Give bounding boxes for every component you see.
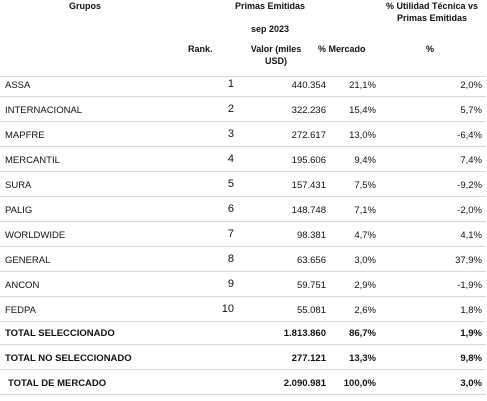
group-name: INTERNACIONAL — [5, 105, 83, 116]
row-separator — [0, 121, 486, 122]
market-share: 13,0% — [349, 130, 376, 141]
technical-margin: 37,9% — [455, 255, 482, 266]
rank: 4 — [227, 153, 234, 165]
premium-value: 59.751 — [296, 280, 326, 291]
group-name: PALIG — [5, 205, 33, 216]
group-name: GENERAL — [5, 255, 51, 266]
group-name: MERCANTIL — [5, 155, 60, 166]
premium-value: 2.090.981 — [283, 378, 326, 389]
market-share: 2,6% — [354, 305, 376, 316]
technical-margin: -2,0% — [457, 205, 482, 216]
premium-value: 98.381 — [296, 230, 326, 241]
premium-value: 157.431 — [291, 180, 326, 191]
row-separator — [0, 321, 486, 322]
premium-value: 63.656 — [296, 255, 326, 266]
premium-value: 322.236 — [291, 105, 326, 116]
group-name: TOTAL SELECCIONADO — [5, 328, 115, 339]
header-premiums: Primas Emitidas — [234, 1, 306, 11]
header-value: Valor (miles USD) — [250, 44, 302, 66]
technical-margin: 5,7% — [460, 105, 482, 116]
market-share: 100,0% — [343, 378, 376, 389]
row-separator — [0, 246, 486, 247]
technical-margin: 3,0% — [460, 378, 482, 389]
market-share: 2,9% — [354, 280, 376, 291]
market-share: 7,5% — [354, 180, 376, 191]
group-name: FEDPA — [5, 305, 36, 316]
rank: 2 — [227, 103, 234, 115]
row-separator — [0, 394, 486, 395]
market-share: 13,3% — [349, 353, 376, 364]
premium-value: 277.121 — [291, 353, 326, 364]
market-share: 7,1% — [354, 205, 376, 216]
header-utility-title: % Utilidad Técnica vs Primas Emitidas — [385, 1, 479, 23]
group-name: TOTAL DE MERCADO — [8, 378, 107, 389]
row-separator — [0, 271, 486, 272]
technical-margin: 1,8% — [460, 305, 482, 316]
technical-margin: -9,2% — [457, 180, 482, 191]
premium-value: 272.617 — [291, 130, 326, 141]
row-separator — [0, 296, 486, 297]
row-separator — [0, 221, 486, 222]
rank: 9 — [227, 278, 234, 290]
premium-value: 55.081 — [296, 305, 326, 316]
rank: 1 — [227, 78, 234, 90]
group-name: TOTAL NO SELECCIONADO — [5, 353, 132, 364]
technical-margin: -6,4% — [457, 130, 482, 141]
premium-value: 440.354 — [291, 80, 326, 91]
header-period: sep 2023 — [250, 24, 290, 34]
group-name: ASSA — [5, 80, 31, 91]
market-share: 21,1% — [349, 80, 376, 91]
rank: 8 — [227, 253, 234, 265]
rank: 10 — [221, 303, 234, 315]
rank: 7 — [227, 228, 234, 240]
group-name: ANCON — [5, 280, 40, 291]
row-separator — [0, 196, 486, 197]
row-separator — [0, 171, 486, 172]
group-name: WORLDWIDE — [5, 230, 66, 241]
market-share: 4,7% — [354, 230, 376, 241]
technical-margin: 4,1% — [460, 230, 482, 241]
header-groups: Grupos — [68, 1, 101, 11]
header-rank: Rank. — [188, 44, 213, 54]
group-name: MAPFRE — [5, 130, 45, 141]
header-separator — [0, 76, 486, 77]
header-share: % Mercado — [318, 44, 366, 54]
premium-value: 148.748 — [291, 205, 326, 216]
row-separator — [0, 344, 486, 345]
header-utility: % — [426, 44, 435, 54]
group-name: SURA — [5, 180, 32, 191]
technical-margin: 2,0% — [460, 80, 482, 91]
premium-value: 195.606 — [291, 155, 326, 166]
row-separator — [0, 146, 486, 147]
rank: 5 — [227, 178, 234, 190]
technical-margin: 9,8% — [460, 353, 482, 364]
technical-margin: 1,9% — [460, 328, 482, 339]
rank: 6 — [227, 203, 234, 215]
premium-value: 1.813.860 — [283, 328, 326, 339]
market-share: 9,4% — [354, 155, 376, 166]
row-separator — [0, 96, 486, 97]
rank: 3 — [227, 128, 234, 140]
technical-margin: 7,4% — [460, 155, 482, 166]
row-separator — [0, 369, 486, 370]
technical-margin: -1,9% — [457, 280, 482, 291]
market-share: 3,0% — [354, 255, 376, 266]
market-share: 86,7% — [349, 328, 376, 339]
market-share: 15,4% — [349, 105, 376, 116]
